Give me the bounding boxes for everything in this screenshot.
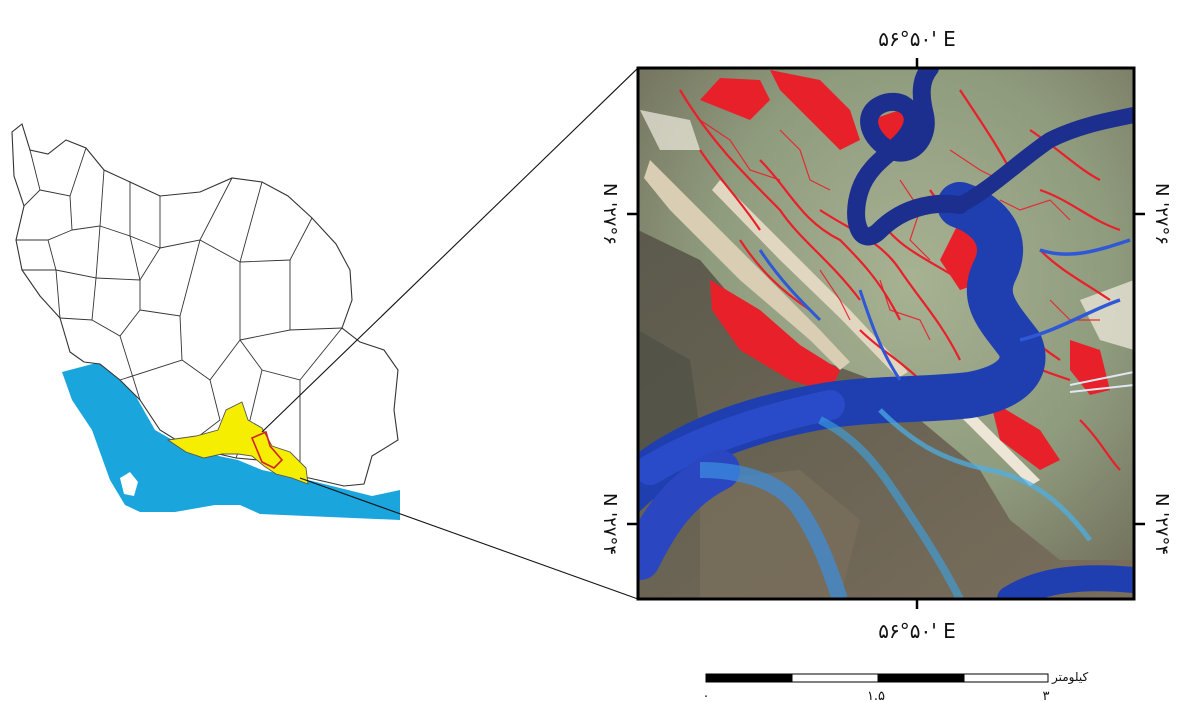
bottom-longitude-label: ۵۶°۵۰' E [878, 619, 955, 643]
left-lower-latitude-label: N '۲۷°۴ [599, 493, 620, 555]
right-upper-latitude-label: N '۲۷°۶ [1151, 183, 1172, 245]
study-province [166, 401, 309, 485]
iran-province-map [11, 123, 400, 520]
scale-unit-label: کیلومتر [1051, 670, 1088, 685]
top-longitude-label: ۵۶°۵۰' E [878, 27, 955, 51]
scale-tick-label: ۱.۵ [867, 689, 885, 702]
scale-tick-label: ۰ [703, 689, 710, 702]
iran-outline [11, 123, 399, 487]
satellite-inset-image [638, 68, 1134, 599]
study-area-outline [250, 430, 284, 469]
right-lower-latitude-label: N '۲۷°۴ [1151, 493, 1172, 555]
inset-frame [636, 66, 1136, 601]
left-upper-latitude-label: N '۲۷°۶ [599, 183, 620, 245]
scale-bar: کیلومتر ۰ ۱.۵ ۳ [703, 670, 1089, 702]
sea-area [62, 362, 400, 520]
rivers [638, 68, 1134, 599]
province-borders [16, 147, 343, 476]
island [120, 472, 138, 496]
scale-tick-label: ۳ [1043, 689, 1050, 702]
inset-connector-lines [261, 67, 639, 600]
frame-ticks [627, 58, 1145, 609]
